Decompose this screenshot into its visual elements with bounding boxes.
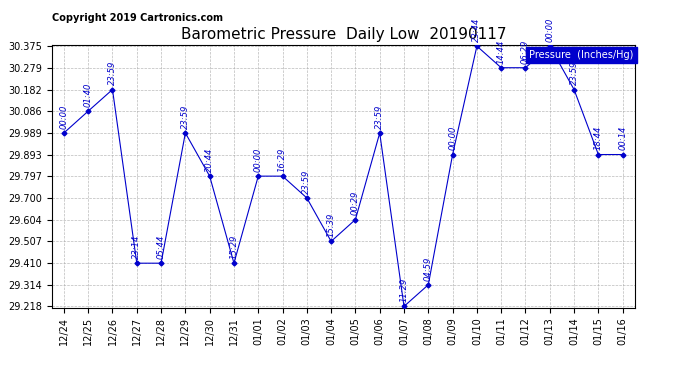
Text: 00:00: 00:00 [254,148,263,172]
Title: Barometric Pressure  Daily Low  20190117: Barometric Pressure Daily Low 20190117 [181,27,506,42]
Text: 05:44: 05:44 [157,235,166,259]
Text: 06:29: 06:29 [521,39,530,63]
Text: 14:44: 14:44 [497,39,506,63]
Text: 00:14: 00:14 [618,126,627,150]
Text: 23:59: 23:59 [181,104,190,129]
Text: 00:00: 00:00 [59,104,68,129]
Text: 11:29: 11:29 [400,278,408,302]
Text: 01:40: 01:40 [83,82,92,107]
Text: 20:44: 20:44 [205,148,214,172]
Text: 15:39: 15:39 [326,213,335,237]
Text: Copyright 2019 Cartronics.com: Copyright 2019 Cartronics.com [52,13,223,23]
Text: 04:59: 04:59 [424,256,433,280]
Text: 23:44: 23:44 [473,18,482,42]
Text: 15:29: 15:29 [230,235,239,259]
Text: 16:29: 16:29 [278,148,287,172]
Text: 00:29: 00:29 [351,191,360,215]
Text: 00:00: 00:00 [545,18,554,42]
Text: 23:59: 23:59 [569,61,579,86]
Text: 23:59: 23:59 [375,104,384,129]
Text: 23:59: 23:59 [302,170,311,194]
Text: Pressure  (Inches/Hg): Pressure (Inches/Hg) [529,50,633,60]
Text: 00:00: 00:00 [448,126,457,150]
Text: 18:44: 18:44 [594,126,603,150]
Text: 23:14: 23:14 [132,235,141,259]
Text: 23:59: 23:59 [108,61,117,86]
